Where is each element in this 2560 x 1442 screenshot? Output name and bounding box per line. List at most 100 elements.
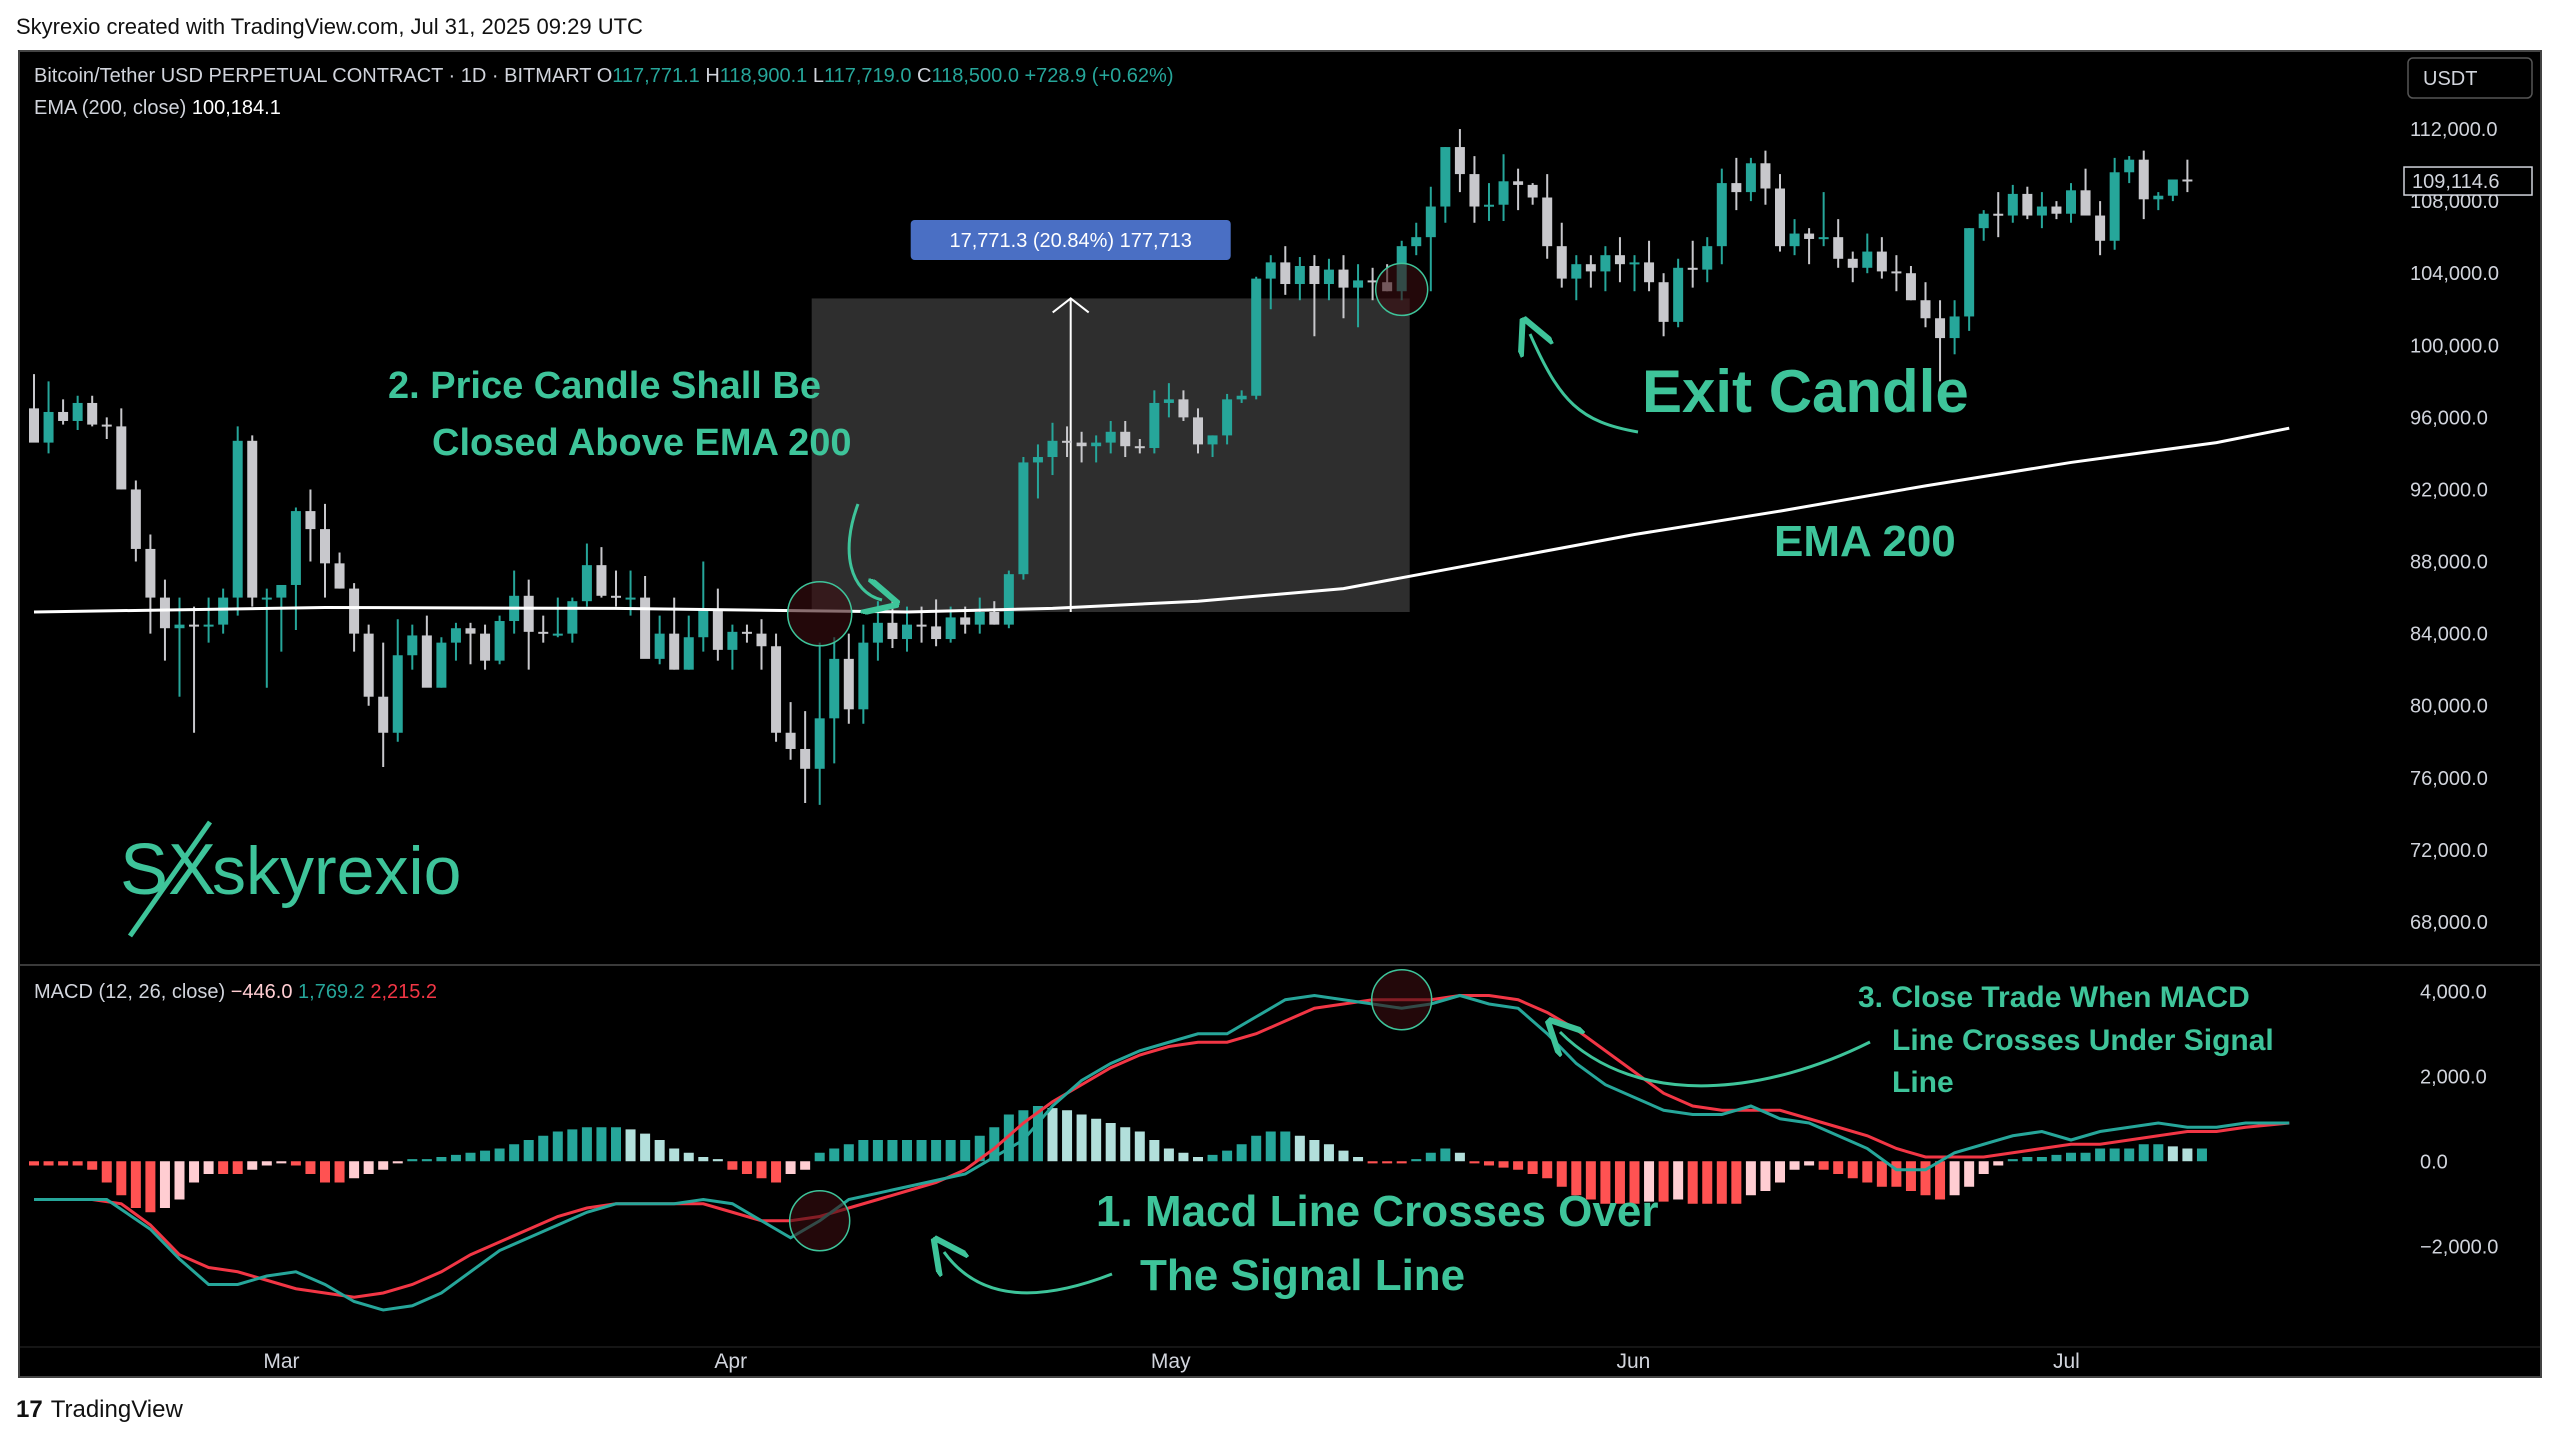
macd-histogram-bar [800,1161,811,1170]
macd-histogram-bar [1833,1161,1844,1174]
legend-part: O [597,65,613,87]
legend-ema-value: 100,184.1 [192,97,281,119]
macd-histogram-bar [1091,1118,1102,1162]
legend-macd-signal: 2,215.2 [370,981,437,1003]
candle-body [1935,318,1946,339]
macd-histogram-bar [858,1140,869,1162]
candle-body [232,440,243,598]
price-axis[interactable]: 68,000.0 72,000.0 76,000.0 80,000.0 84,000.0… [2400,52,2540,965]
macd-histogram-bar [931,1140,942,1162]
candle-body [276,584,287,598]
price-tick-label: 76,000.0 [2410,768,2488,790]
candle-body [1949,316,1960,339]
macd-histogram-bar [334,1161,345,1183]
arrow-exit [1530,334,1639,434]
macd-histogram-bar [523,1140,534,1162]
candle-body [843,658,854,710]
candle-body [1731,183,1742,193]
macd-histogram-bar [159,1161,170,1208]
candle-body [1775,188,1785,247]
candle-body [1905,273,1916,301]
macd-histogram-bar [1134,1131,1145,1162]
measure-label-bg [910,220,1231,260]
candle-body [1149,402,1160,449]
candle-body [2124,159,2135,173]
candle-body [581,565,592,602]
chart-canvas[interactable]: 68,000.0 72,000.0 76,000.0 80,000.0 84,000.0… [20,52,2540,1376]
price-pane[interactable]: 68,000.0 72,000.0 76,000.0 80,000.0 84,000.0… [29,52,2540,965]
legend-ohlc: Bitcoin/Tether USD PERPETUAL CONTRACT · … [34,65,1174,87]
macd-histogram-bar [1789,1161,1800,1170]
macd-histogram-bar [2196,1148,2207,1162]
macd-tick-label: −2,000.0 [2420,1236,2498,1258]
legend-part: Bitcoin/Tether USD PERPETUAL CONTRACT · … [34,65,597,87]
macd-cross-under-circle [1370,969,1433,1031]
skyrexio-mark-slash [127,820,213,938]
macd-histogram-bar [1338,1150,1349,1162]
candle-body [727,631,738,650]
signal-line [34,994,2290,1299]
macd-histogram-bar [625,1129,636,1162]
price-tick-label: 104,000.0 [2410,263,2499,285]
tradingview-logo[interactable]: 17 TradingView [16,1396,183,1424]
macd-histogram-bar [1003,1114,1014,1162]
macd-histogram-bar [1469,1161,1480,1164]
candle-body [1993,213,2004,216]
macd-histogram-bar [1120,1127,1131,1162]
exit-candle-circle [1374,262,1429,317]
candle-body [1833,237,1844,259]
legend-ema: EMA (200, close) 100,184.1 [34,97,281,119]
macd-histogram-bar [1658,1161,1669,1202]
candle-body [305,511,316,530]
tradingview-mark-icon: 17 [16,1396,43,1423]
macd-histogram-bar [741,1161,752,1174]
candle-body [625,597,636,600]
macd-histogram-bar [1425,1152,1436,1162]
candle-body [1527,184,1538,198]
candle-body [1134,446,1145,449]
arrow-step3 [1560,1032,1871,1088]
macd-histogram-bar [960,1140,971,1162]
candle-body [436,642,447,688]
macd-histogram-bar [1687,1161,1698,1204]
last-price-tag [2403,166,2533,196]
candle-body [800,748,811,769]
candle-body [2095,215,2106,241]
macd-histogram-bar [349,1161,360,1179]
macd-histogram-bar [1062,1110,1073,1162]
tradingview-brand: TradingView [50,1396,183,1423]
candle-body [1323,269,1334,285]
macd-histogram-bar [87,1161,98,1170]
candle-body [43,411,54,443]
macd-pane[interactable]: 4,000.0 2,000.0 0.0 −2,000.0 [29,967,2540,1345]
candle-body [1454,147,1465,175]
candle-body [596,565,607,596]
macd-histogram-bar [1964,1161,1975,1187]
macd-histogram-bar [1760,1161,1771,1191]
macd-histogram-bar [2080,1152,2091,1162]
candles-group [29,129,2193,805]
candle-body [2066,190,2076,214]
candle-body [1585,264,1596,272]
skyrexio-wordmark: skyrexio [212,833,461,909]
chart-frame[interactable]: 68,000.0 72,000.0 76,000.0 80,000.0 84,000.0… [18,50,2542,1378]
macd-histogram-bar [581,1127,592,1162]
macd-histogram-bar [887,1140,898,1162]
measure-box [811,298,1410,613]
candle-body [2138,159,2149,200]
macd-histogram-bar [247,1161,258,1170]
candle-body [130,489,141,549]
candle-body [87,402,98,425]
macd-histogram-bar [1178,1152,1189,1162]
candle-body [392,655,403,733]
macd-histogram-bar [1920,1161,1931,1196]
macd-histogram-bar [654,1140,665,1162]
price-axis-bg [2400,52,2540,965]
candle-body [465,628,476,634]
macd-histogram-bar [378,1161,389,1170]
time-axis[interactable]: Mar Apr May Jun Jul [20,1346,2540,1373]
macd-histogram-bar [1775,1161,1785,1183]
macd-axis-bg [2400,967,2540,1345]
candle-body [974,612,985,625]
macd-axis[interactable]: 4,000.0 2,000.0 0.0 −2,000.0 [2400,967,2540,1345]
